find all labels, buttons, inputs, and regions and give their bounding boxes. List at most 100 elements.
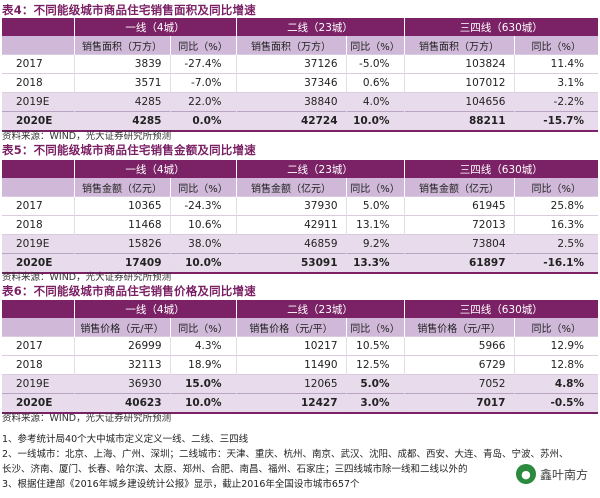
pct-cell: 4.0% xyxy=(345,92,404,112)
year-cell: 2020E xyxy=(2,253,74,273)
footnotes: 1、参考统计局40个大中城市定义定义一线、二线、三四线 2、一线城市：北京、上海… xyxy=(2,432,598,492)
table-4-title: 表4：不同能级城市商品住宅销售面积及同比增速 xyxy=(2,3,256,17)
value-cell: 32113 xyxy=(73,355,170,375)
value-cell: 4285 xyxy=(73,111,170,131)
watermark-text: 鑫叶南方 xyxy=(539,467,588,482)
value-cell: 7052 xyxy=(403,374,514,394)
year-cell: 2017 xyxy=(2,54,74,74)
value-cell: 61945 xyxy=(403,196,514,216)
group-header: 二线（23城） xyxy=(235,18,404,36)
pct-cell: 13.1% xyxy=(345,215,404,235)
footnote: 1、参考统计局40个大中城市定义定义一线、二线、三四线 xyxy=(2,434,249,445)
table-6-title: 表6：不同能级城市商品住宅销售价格及同比增速 xyxy=(2,284,256,298)
table-row: 2020E 4285 0.0% 42724 10.0% 88211 -15.7% xyxy=(2,111,599,131)
sub-header: 销售面积（万方） xyxy=(235,36,346,55)
footnote: 2、一线城市：北京、上海、广州、深圳；二线城市：天津、重庆、杭州、南京、武汉、沈… xyxy=(2,449,569,460)
value-cell: 104656 xyxy=(403,92,514,112)
pct-cell: 3.1% xyxy=(513,73,599,93)
table-row: 2019E 4285 22.0% 38840 4.0% 104656 -2.2% xyxy=(2,92,599,112)
group-header-row: 一线（4城） 二线（23城） 三四线（630城） xyxy=(2,18,599,36)
table-row: 2018 11468 10.6% 42911 13.1% 72013 16.3% xyxy=(2,215,599,235)
value-cell: 26999 xyxy=(73,336,170,356)
group-header: 一线（4城） xyxy=(73,18,236,36)
pct-cell: -7.0% xyxy=(169,73,236,93)
pct-cell: -27.4% xyxy=(169,54,236,74)
year-cell: 2020E xyxy=(2,393,74,413)
pct-cell: 5.0% xyxy=(345,374,404,394)
corner-cell xyxy=(2,18,74,36)
footnote: 3、根据住建部《2016年城乡建设统计公报》显示，截止2016年全国设市城市65… xyxy=(2,479,360,490)
year-cell: 2019E xyxy=(2,234,74,254)
value-cell: 10365 xyxy=(73,196,170,216)
watermark: ● 鑫叶南方 xyxy=(511,462,592,486)
year-cell: 2017 xyxy=(2,336,74,356)
footnote: 长沙、济南、厦门、长春、哈尔滨、太原、郑州、合肥、南昌、福州、石家庄；三四线城市… xyxy=(2,464,468,475)
corner-cell xyxy=(2,178,74,197)
table-6: 一线（4城） 二线（23城） 三四线（630城） 销售价格（元/平） 同比（%）… xyxy=(2,300,599,414)
value-cell: 46859 xyxy=(235,234,346,254)
group-header: 三四线（630城） xyxy=(403,160,599,178)
table-5: 一线（4城） 二线（23城） 三四线（630城） 销售金额（亿元） 同比（%） … xyxy=(2,160,599,274)
value-cell: 37930 xyxy=(235,196,346,216)
value-cell: 7017 xyxy=(403,393,514,413)
value-cell: 11468 xyxy=(73,215,170,235)
sub-header: 销售价格（元/平） xyxy=(403,318,514,337)
value-cell: 17409 xyxy=(73,253,170,273)
pct-cell: -2.2% xyxy=(513,92,599,112)
table-6-source: 资料来源：WIND，光大证券研究所预测 xyxy=(2,413,172,424)
sub-header-row: 销售价格（元/平） 同比（%） 销售价格（元/平） 同比（%） 销售价格（元/平… xyxy=(2,318,599,337)
group-header: 三四线（630城） xyxy=(403,18,599,36)
pct-cell: 12.8% xyxy=(513,355,599,375)
sub-header: 同比（%） xyxy=(513,36,599,55)
year-cell: 2018 xyxy=(2,215,74,235)
pct-cell: 10.6% xyxy=(169,215,236,235)
pct-cell: 4.3% xyxy=(169,336,236,356)
table-row: 2020E 40623 10.0% 12427 3.0% 7017 -0.5% xyxy=(2,393,599,413)
pct-cell: 9.2% xyxy=(345,234,404,254)
year-cell: 2019E xyxy=(2,92,74,112)
value-cell: 15826 xyxy=(73,234,170,254)
corner-cell xyxy=(2,318,74,337)
pct-cell: 2.5% xyxy=(513,234,599,254)
sub-header: 同比（%） xyxy=(169,178,236,197)
group-header-row: 一线（4城） 二线（23城） 三四线（630城） xyxy=(2,300,599,318)
sub-header: 销售价格（元/平） xyxy=(235,318,346,337)
value-cell: 38840 xyxy=(235,92,346,112)
wechat-logo-icon: ● xyxy=(515,464,536,484)
sub-header: 同比（%） xyxy=(169,318,236,337)
pct-cell: 4.8% xyxy=(513,374,599,394)
sub-header: 同比（%） xyxy=(345,178,404,197)
value-cell: 4285 xyxy=(73,92,170,112)
value-cell: 6729 xyxy=(403,355,514,375)
value-cell: 10217 xyxy=(235,336,346,356)
value-cell: 53091 xyxy=(235,253,346,273)
year-cell: 2018 xyxy=(2,355,74,375)
group-header-row: 一线（4城） 二线（23城） 三四线（630城） xyxy=(2,160,599,178)
table-row: 2019E 36930 15.0% 12065 5.0% 7052 4.8% xyxy=(2,374,599,394)
sub-header: 同比（%） xyxy=(513,178,599,197)
value-cell: 72013 xyxy=(403,215,514,235)
corner-cell xyxy=(2,160,74,178)
pct-cell: 3.0% xyxy=(345,393,404,413)
value-cell: 73804 xyxy=(403,234,514,254)
table-row: 2018 32113 18.9% 11490 12.5% 6729 12.8% xyxy=(2,355,599,375)
value-cell: 107012 xyxy=(403,73,514,93)
group-header: 一线（4城） xyxy=(73,300,236,318)
year-cell: 2017 xyxy=(2,196,74,216)
pct-cell: 25.8% xyxy=(513,196,599,216)
year-cell: 2019E xyxy=(2,374,74,394)
sub-header: 销售价格（元/平） xyxy=(73,318,170,337)
pct-cell: -16.1% xyxy=(513,253,599,273)
pct-cell: -15.7% xyxy=(513,111,599,131)
sub-header: 销售金额（亿元） xyxy=(403,178,514,197)
pct-cell: 12.5% xyxy=(345,355,404,375)
table-row: 2020E 17409 10.0% 53091 13.3% 61897 -16.… xyxy=(2,253,599,273)
value-cell: 88211 xyxy=(403,111,514,131)
pct-cell: 22.0% xyxy=(169,92,236,112)
pct-cell: 16.3% xyxy=(513,215,599,235)
sub-header: 同比（%） xyxy=(345,36,404,55)
group-header: 一线（4城） xyxy=(73,160,236,178)
value-cell: 3839 xyxy=(73,54,170,74)
value-cell: 12065 xyxy=(235,374,346,394)
value-cell: 11490 xyxy=(235,355,346,375)
